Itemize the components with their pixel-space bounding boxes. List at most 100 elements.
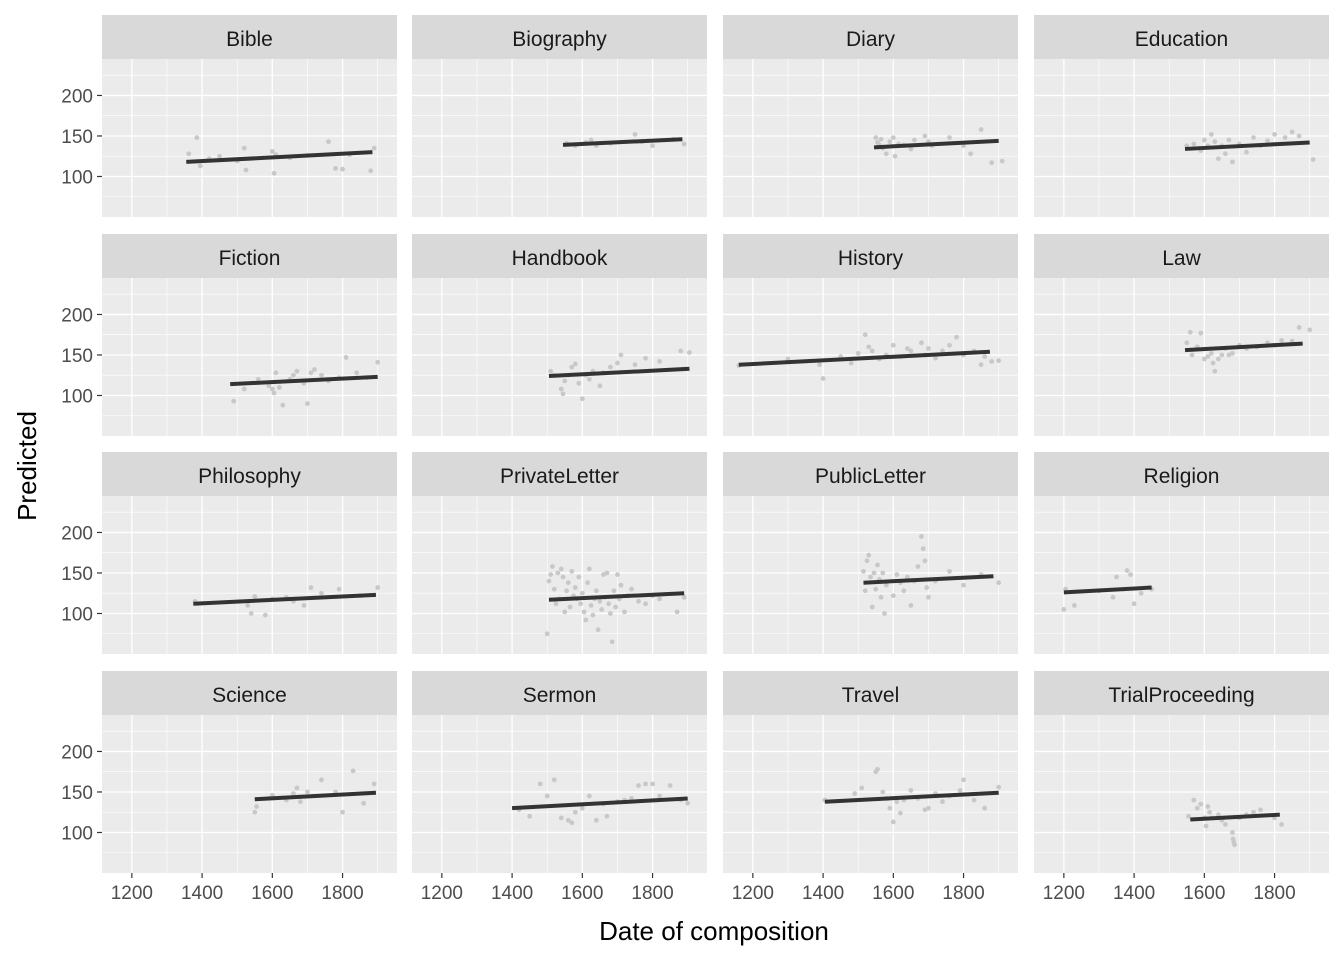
facet-strip [1034,15,1329,59]
x-tick-label: 1800 [942,883,984,904]
data-point [996,784,1002,790]
data-point [280,402,286,408]
y-tick-label: 150 [61,346,93,367]
facet-philosophy: Philosophy [102,452,397,654]
data-point [681,141,687,147]
data-point [1230,159,1235,165]
data-point [629,586,634,592]
fit-line [1190,812,1280,822]
y-tick-label: 200 [61,742,93,763]
data-point [632,131,638,137]
data-point [1251,135,1256,140]
data-point [882,611,887,616]
data-point [1244,149,1249,155]
data-point [361,800,367,806]
data-point [231,398,237,404]
data-point [873,586,879,592]
facet-strip-label: Fiction [219,247,281,270]
data-point [933,355,938,361]
x-tick-label: 1200 [732,883,774,904]
data-point [562,378,568,384]
data-point [269,148,275,154]
data-point [368,168,374,174]
data-point [243,167,249,173]
data-point [262,612,268,618]
data-point [883,582,889,588]
facet-strip-label: Law [1162,247,1201,270]
data-point [572,361,578,367]
data-point [586,566,592,572]
data-point [887,805,893,811]
data-point [273,370,279,376]
data-point [290,372,296,378]
facet-strip-label: Biography [512,28,607,51]
facet-strip-label: Handbook [512,247,608,270]
data-point [908,146,914,152]
data-point [585,580,590,586]
data-point [1232,842,1237,848]
data-point [276,384,282,390]
data-point [678,348,684,354]
data-point [915,564,921,569]
data-point [1222,821,1228,827]
data-point [650,781,655,787]
data-point [604,813,610,819]
data-point [271,170,277,176]
data-point [1191,141,1197,147]
data-point [588,137,594,143]
fit-line [738,349,991,367]
data-point [269,386,275,392]
data-point [555,570,561,576]
data-point [650,143,655,149]
data-point [1265,138,1270,144]
facet-strip [102,234,397,278]
data-point [551,586,557,592]
data-point [922,558,928,564]
facet-strip [1034,452,1329,496]
y-tick-label: 100 [61,167,93,188]
data-point [674,609,680,615]
data-point [1071,602,1077,608]
data-point [947,135,952,140]
facet-diary: Diary [723,15,1018,217]
facet-science: Science [102,671,397,873]
fit-line [863,574,994,585]
data-point [245,602,251,608]
facets-layer: Bible Biography Diary Education Fiction Handb… [102,15,1329,873]
data-point [1251,809,1256,815]
data-point [608,364,613,370]
facet-strip-label: PublicLetter [815,465,926,488]
data-point [636,598,641,604]
data-point [1186,813,1191,819]
data-point [319,777,324,783]
panel-background [102,278,397,436]
facet-strip [723,234,1018,278]
data-point [643,601,648,607]
data-point [562,609,568,615]
data-point [922,133,928,139]
data-point [1208,131,1214,137]
data-point [1230,350,1235,356]
data-point [982,805,988,811]
y-tick-label: 100 [61,823,93,844]
data-point [1215,156,1221,162]
data-point [1282,135,1288,140]
facet-strip [412,452,707,496]
panel-background [102,496,397,654]
data-point [904,346,910,351]
panel-background [1034,496,1329,654]
facet-strip-label: History [838,247,904,270]
data-point [996,580,1002,586]
facet-law: Law [1034,234,1329,436]
data-point [1187,329,1193,335]
facet-strip [723,452,1018,496]
facet-strip [102,671,397,715]
data-point [548,368,554,374]
data-point [1201,356,1207,362]
panel-background [412,496,707,654]
facet-strip-label: Science [212,684,287,707]
data-point [919,340,924,346]
data-point [186,151,192,157]
data-point [553,601,559,607]
x-tick-label: 1200 [111,883,153,904]
